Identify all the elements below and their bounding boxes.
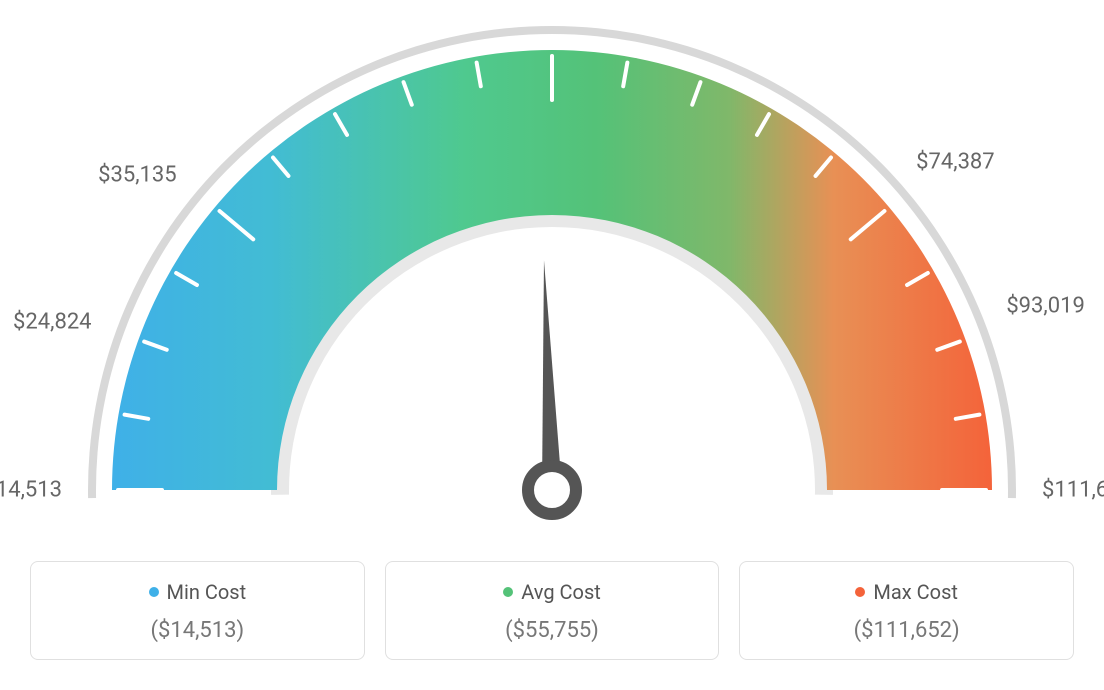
legend-title-max: Max Cost — [855, 580, 958, 604]
legend-title-avg: Avg Cost — [503, 580, 601, 604]
gauge-svg — [0, 0, 1104, 560]
gauge-scale-label: $74,387 — [916, 150, 995, 175]
legend-title-min: Min Cost — [149, 580, 247, 604]
legend-card-avg: Avg Cost ($55,755) — [385, 561, 720, 660]
dot-icon — [503, 587, 513, 597]
legend-row: Min Cost ($14,513) Avg Cost ($55,755) Ma… — [30, 561, 1074, 660]
legend-card-min: Min Cost ($14,513) — [30, 561, 365, 660]
legend-title-text: Avg Cost — [521, 580, 601, 604]
gauge-scale-label: $24,824 — [13, 310, 92, 335]
legend-value-min: ($14,513) — [41, 618, 354, 643]
legend-card-max: Max Cost ($111,652) — [739, 561, 1074, 660]
gauge-scale-label: $111,652 — [1042, 478, 1104, 503]
gauge-needle — [542, 260, 562, 490]
gauge-hub — [528, 466, 576, 514]
legend-title-text: Min Cost — [167, 580, 247, 604]
dot-icon — [855, 587, 865, 597]
gauge-scale-label: $93,019 — [1006, 294, 1085, 319]
legend-value-avg: ($55,755) — [396, 618, 709, 643]
gauge-chart: $14,513$24,824$35,135$55,755$74,387$93,0… — [0, 0, 1104, 560]
legend-value-max: ($111,652) — [750, 618, 1063, 643]
gauge-scale-label: $14,513 — [0, 478, 62, 503]
dot-icon — [149, 587, 159, 597]
gauge-scale-label: $35,135 — [98, 163, 177, 188]
legend-title-text: Max Cost — [873, 580, 958, 604]
